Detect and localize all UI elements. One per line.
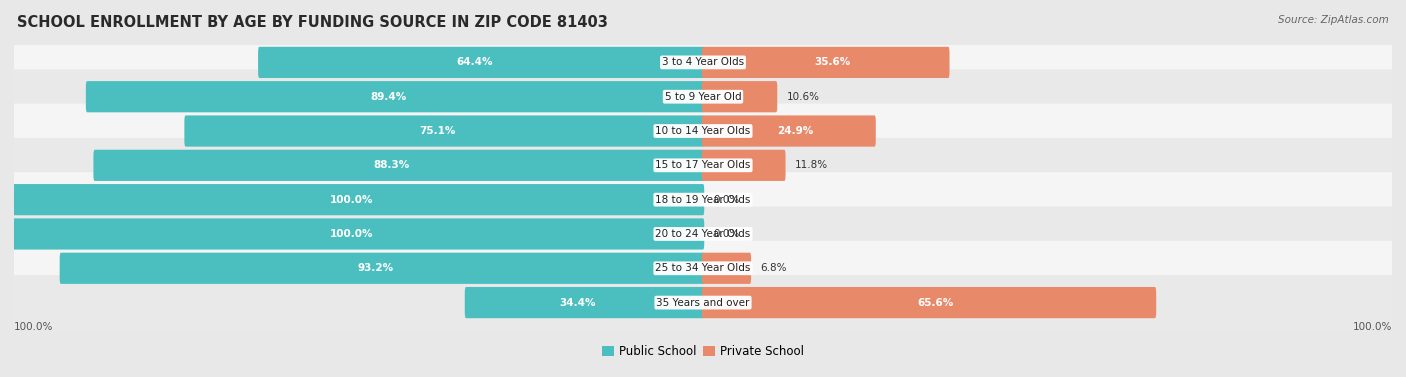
FancyBboxPatch shape	[702, 81, 778, 112]
Text: 100.0%: 100.0%	[14, 322, 53, 332]
Text: 15 to 17 Year Olds: 15 to 17 Year Olds	[655, 160, 751, 170]
FancyBboxPatch shape	[13, 218, 704, 250]
FancyBboxPatch shape	[465, 287, 704, 318]
Text: 24.9%: 24.9%	[778, 126, 814, 136]
FancyBboxPatch shape	[259, 47, 704, 78]
Text: 65.6%: 65.6%	[918, 297, 955, 308]
Text: 64.4%: 64.4%	[456, 57, 492, 67]
Text: 10 to 14 Year Olds: 10 to 14 Year Olds	[655, 126, 751, 136]
Text: 0.0%: 0.0%	[713, 195, 740, 205]
FancyBboxPatch shape	[13, 104, 1393, 158]
Text: 93.2%: 93.2%	[357, 263, 394, 273]
FancyBboxPatch shape	[13, 69, 1393, 124]
Text: 100.0%: 100.0%	[1353, 322, 1392, 332]
Text: 35 Years and over: 35 Years and over	[657, 297, 749, 308]
Text: 25 to 34 Year Olds: 25 to 34 Year Olds	[655, 263, 751, 273]
Legend: Public School, Private School: Public School, Private School	[598, 341, 808, 363]
Text: 100.0%: 100.0%	[330, 229, 374, 239]
Text: 20 to 24 Year Olds: 20 to 24 Year Olds	[655, 229, 751, 239]
Text: 89.4%: 89.4%	[370, 92, 406, 102]
FancyBboxPatch shape	[13, 172, 1393, 227]
FancyBboxPatch shape	[184, 115, 704, 147]
FancyBboxPatch shape	[13, 207, 1393, 261]
FancyBboxPatch shape	[93, 150, 704, 181]
FancyBboxPatch shape	[13, 184, 704, 215]
FancyBboxPatch shape	[86, 81, 704, 112]
FancyBboxPatch shape	[702, 150, 786, 181]
Text: 3 to 4 Year Olds: 3 to 4 Year Olds	[662, 57, 744, 67]
FancyBboxPatch shape	[13, 275, 1393, 330]
Text: 35.6%: 35.6%	[814, 57, 851, 67]
Text: 34.4%: 34.4%	[560, 297, 596, 308]
FancyBboxPatch shape	[13, 35, 1393, 90]
Text: 88.3%: 88.3%	[374, 160, 411, 170]
Text: 6.8%: 6.8%	[761, 263, 787, 273]
Text: 18 to 19 Year Olds: 18 to 19 Year Olds	[655, 195, 751, 205]
Text: 100.0%: 100.0%	[330, 195, 374, 205]
Text: 5 to 9 Year Old: 5 to 9 Year Old	[665, 92, 741, 102]
FancyBboxPatch shape	[702, 287, 1156, 318]
FancyBboxPatch shape	[59, 253, 704, 284]
FancyBboxPatch shape	[702, 253, 751, 284]
FancyBboxPatch shape	[13, 138, 1393, 193]
Text: 10.6%: 10.6%	[786, 92, 820, 102]
FancyBboxPatch shape	[13, 241, 1393, 296]
Text: SCHOOL ENROLLMENT BY AGE BY FUNDING SOURCE IN ZIP CODE 81403: SCHOOL ENROLLMENT BY AGE BY FUNDING SOUR…	[17, 15, 607, 30]
FancyBboxPatch shape	[702, 115, 876, 147]
FancyBboxPatch shape	[702, 47, 949, 78]
Text: 0.0%: 0.0%	[713, 229, 740, 239]
Text: Source: ZipAtlas.com: Source: ZipAtlas.com	[1278, 15, 1389, 25]
Text: 11.8%: 11.8%	[794, 160, 828, 170]
Text: 75.1%: 75.1%	[419, 126, 456, 136]
